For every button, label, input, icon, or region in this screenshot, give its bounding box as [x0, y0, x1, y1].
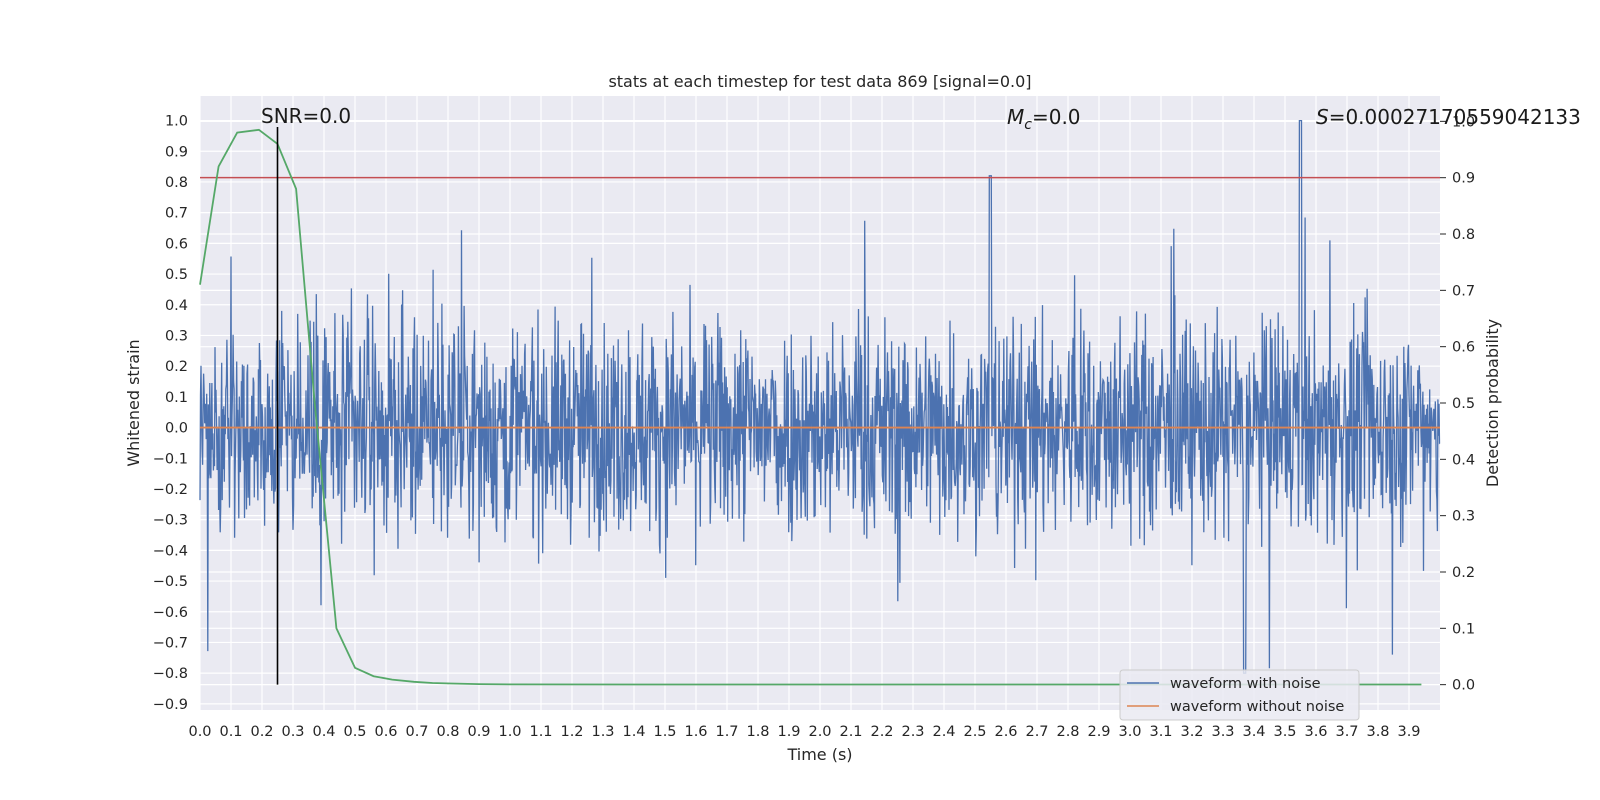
- x-tick-label: 0.5: [343, 724, 366, 740]
- y-right-tick-label: 0.2: [1452, 565, 1475, 581]
- x-tick-label: 0.9: [467, 724, 490, 740]
- y-right-tick-label: 0.8: [1452, 227, 1475, 243]
- y-right-tick-label: 0.1: [1452, 621, 1475, 637]
- y-tick-label: 0.2: [165, 359, 188, 375]
- x-tick-label: 1.9: [777, 724, 800, 740]
- y-right-tick-label: 0.7: [1452, 283, 1475, 299]
- y-axis-label: Whitened strain: [124, 339, 143, 466]
- x-tick-label: 0.1: [219, 724, 242, 740]
- x-tick-label: 0.7: [405, 724, 428, 740]
- right-y-axis-ticks: 1.0 0.9 0.8 0.7 0.6 0.5 0.4 0.3 0.2 0.1 0.0: [1440, 114, 1475, 694]
- y-tick-label: −0.4: [153, 543, 188, 559]
- statistic-symbol: S: [1316, 105, 1329, 129]
- x-tick-label: 1.6: [684, 724, 707, 740]
- y-right-tick-label: 0.6: [1452, 340, 1475, 356]
- x-tick-label: 1.3: [591, 724, 614, 740]
- legend-box: [1119, 669, 1360, 721]
- x-axis-label: Time (s): [786, 745, 852, 764]
- x-tick-label: 1.8: [746, 724, 769, 740]
- right-y-axis-label: Detection probability: [1483, 319, 1502, 487]
- x-tick-label: 3.5: [1273, 724, 1296, 740]
- x-tick-label: 3.4: [1242, 724, 1265, 740]
- y-right-tick-label: 0.4: [1452, 452, 1475, 468]
- y-tick-label: 0.7: [165, 206, 188, 222]
- x-tick-label: 1.0: [498, 724, 521, 740]
- y-right-tick-label: 0.0: [1452, 678, 1475, 694]
- y-right-tick-label: 0.9: [1452, 171, 1475, 187]
- x-tick-label: 1.4: [622, 724, 645, 740]
- y-tick-label: 0.0: [165, 421, 188, 437]
- y-tick-label: −0.7: [153, 635, 188, 651]
- x-tick-label: 3.0: [1118, 724, 1141, 740]
- x-tick-label: 2.2: [870, 724, 893, 740]
- snr-annotation: SNR=0.0: [261, 104, 351, 128]
- x-tick-label: 0.2: [250, 724, 273, 740]
- overlay-lines: [199, 126, 1440, 686]
- chirp-mass-symbol: M: [1007, 105, 1024, 129]
- x-tick-label: 2.0: [808, 724, 831, 740]
- x-tick-label: 1.7: [715, 724, 738, 740]
- x-tick-label: 2.8: [1056, 724, 1079, 740]
- series-detection-probability: [199, 128, 1422, 686]
- y-tick-label: 0.4: [165, 298, 188, 314]
- x-tick-label: 1.5: [653, 724, 676, 740]
- y-tick-label: −0.1: [153, 451, 188, 467]
- y-tick-label: 0.6: [165, 236, 188, 252]
- x-tick-label: 2.9: [1087, 724, 1110, 740]
- statistic-annotation: S=0.00027170559042133: [1316, 105, 1581, 129]
- y-tick-label: −0.2: [153, 482, 188, 498]
- x-tick-label: 2.6: [994, 724, 1017, 740]
- statistic-value: =0.00027170559042133: [1329, 105, 1581, 129]
- x-tick-label: 3.1: [1149, 724, 1172, 740]
- x-tick-label: 0.0: [188, 724, 211, 740]
- y-right-tick-label: 0.3: [1452, 509, 1475, 525]
- y-axis-ticks: 1.0 0.9 0.8 0.7 0.6 0.5 0.4 0.3 0.2 0.1 0.0 −0.1 −0.…: [153, 114, 188, 713]
- x-tick-label: 3.9: [1397, 724, 1420, 740]
- y-tick-label: 0.3: [165, 328, 188, 344]
- x-tick-label: 0.4: [312, 724, 335, 740]
- x-tick-label: 2.1: [839, 724, 862, 740]
- y-tick-label: 1.0: [165, 114, 188, 130]
- x-tick-label: 3.2: [1180, 724, 1203, 740]
- y-tick-label: −0.6: [153, 605, 188, 621]
- y-right-tick-label: 0.5: [1452, 396, 1475, 412]
- x-tick-label: 1.2: [560, 724, 583, 740]
- x-tick-label: 2.5: [963, 724, 986, 740]
- y-tick-label: 0.5: [165, 267, 188, 283]
- legend: waveform with noise waveform without noi…: [1119, 669, 1360, 721]
- chirp-mass-annotation: Mc=0.0: [1007, 105, 1081, 133]
- x-tick-label: 3.8: [1366, 724, 1389, 740]
- x-tick-label: 3.6: [1304, 724, 1327, 740]
- y-tick-label: −0.9: [153, 697, 188, 713]
- x-tick-label: 1.1: [529, 724, 552, 740]
- x-axis-ticks: 0.0 0.1 0.2 0.3 0.4 0.5 0.6 0.7 0.8 0.9 1.0 1.1 1.2 1…: [188, 724, 1420, 740]
- y-tick-label: 0.8: [165, 175, 188, 191]
- chirp-mass-value: =0.0: [1032, 105, 1081, 129]
- y-right-tick-label: 1.0: [1452, 114, 1475, 130]
- x-tick-label: 0.8: [436, 724, 459, 740]
- chirp-mass-subscript: c: [1024, 117, 1032, 133]
- y-tick-label: 0.1: [165, 390, 188, 406]
- legend-label-waveform-without-noise: waveform without noise: [1170, 699, 1344, 715]
- x-tick-label: 3.7: [1335, 724, 1358, 740]
- x-tick-label: 0.6: [374, 724, 397, 740]
- x-tick-label: 2.7: [1025, 724, 1048, 740]
- chart-title: stats at each timestep for test data 869…: [608, 72, 1031, 91]
- x-tick-label: 3.3: [1211, 724, 1234, 740]
- y-tick-label: −0.8: [153, 666, 188, 682]
- y-tick-label: 0.9: [165, 144, 188, 160]
- y-tick-label: −0.3: [153, 513, 188, 529]
- legend-label-waveform-with-noise: waveform with noise: [1170, 676, 1321, 692]
- y-tick-label: −0.5: [153, 574, 188, 590]
- x-tick-label: 2.4: [932, 724, 955, 740]
- x-tick-label: 2.3: [901, 724, 924, 740]
- x-tick-label: 0.3: [281, 724, 304, 740]
